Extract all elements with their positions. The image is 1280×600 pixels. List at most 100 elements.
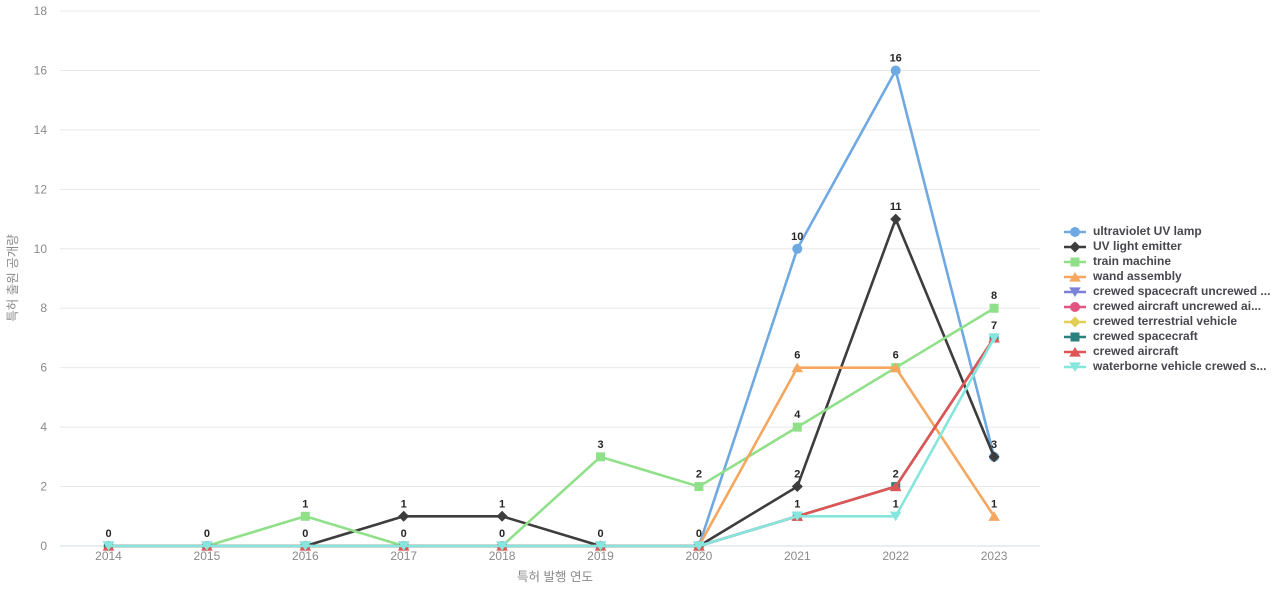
series-waterborne-vehicle: [102, 333, 1000, 551]
marker-ultraviolet-uv-lamp: [792, 243, 803, 254]
legend-marker-glyph: [1069, 241, 1081, 252]
point-label: 2: [893, 469, 899, 481]
point-label: 6: [794, 350, 800, 362]
marker-waterborne-vehicle: [693, 541, 705, 551]
legend-item-waterborne-vehicle[interactable]: waterborne vehicle crewed s...: [1064, 359, 1270, 374]
series-line-uv-light-emitter: [303, 217, 996, 548]
x-tick-label: 2022: [882, 549, 909, 563]
marker-train-machine: [694, 482, 704, 492]
marker-uv-light-emitter: [890, 213, 902, 225]
legend-label: wand assembly: [1093, 269, 1182, 283]
y-tick-label: 18: [34, 4, 48, 18]
legend-item-train-machine[interactable]: train machine: [1064, 254, 1270, 269]
point-label: 1: [991, 498, 997, 510]
point-label: 10: [791, 231, 803, 243]
legend-marker-glyph: [1069, 361, 1081, 372]
marker-uv-light-emitter: [496, 510, 508, 522]
legend-label: crewed aircraft: [1093, 344, 1179, 358]
point-label: 2: [794, 469, 800, 481]
point-label: 0: [105, 528, 111, 540]
marker-uv-light-emitter: [791, 481, 803, 493]
legend-item-crewed-terrestrial-vehicle[interactable]: crewed terrestrial vehicle: [1064, 314, 1270, 329]
legend-label: crewed aircraft uncrewed ai...: [1093, 299, 1262, 313]
legend-item-ultraviolet-uv-lamp[interactable]: ultraviolet UV lamp: [1064, 224, 1270, 239]
point-label: 0: [499, 528, 505, 540]
marker-waterborne-vehicle: [988, 333, 1000, 343]
point-label: 6: [893, 350, 899, 362]
marker-uv-light-emitter: [988, 451, 1000, 463]
marker-waterborne-vehicle: [397, 541, 410, 551]
x-tick-label: 2015: [194, 549, 221, 563]
legend-marker-circle-icon: [1064, 226, 1086, 237]
point-label: 4: [794, 409, 801, 421]
marker-waterborne-vehicle: [889, 511, 902, 522]
marker-waterborne-vehicle: [102, 541, 115, 551]
legend-marker-triangle-down-icon: [1064, 361, 1086, 372]
legend-item-crewed-aircraft[interactable]: crewed aircraft: [1064, 344, 1270, 359]
marker-wand-assembly: [988, 511, 1000, 521]
legend-marker-glyph: [1069, 316, 1081, 327]
legend-marker-glyph: [1070, 301, 1080, 312]
legend-item-wand-assembly[interactable]: wand assembly: [1064, 269, 1270, 284]
marker-uv-light-emitter: [398, 510, 410, 522]
y-tick-label: 12: [34, 182, 48, 196]
legend-marker-glyph: [1070, 257, 1080, 266]
legend-item-crewed-spacecraft-uncrewed[interactable]: crewed spacecraft uncrewed ...: [1064, 284, 1270, 299]
marker-wand-assembly: [889, 362, 902, 373]
point-label: 1: [794, 498, 800, 510]
point-label: 3: [597, 439, 603, 451]
legend-label: crewed spacecraft: [1093, 329, 1198, 343]
legend-marker-glyph: [1069, 271, 1081, 282]
legend-item-uv-light-emitter[interactable]: UV light emitter: [1064, 239, 1270, 254]
x-tick-label: 2019: [587, 549, 614, 563]
point-label: 1: [401, 498, 407, 510]
legend-marker-glyph: [1070, 226, 1080, 237]
legend-label: ultraviolet UV lamp: [1093, 224, 1202, 238]
marker-crewed-aircraft: [889, 481, 902, 492]
series-crewed-spacecraft: [104, 333, 999, 551]
point-label: 7: [991, 320, 997, 332]
legend: ultraviolet UV lamp UV light emitter train…: [1064, 224, 1270, 374]
legend-item-crewed-spacecraft[interactable]: crewed spacecraft: [1064, 329, 1270, 344]
legend-marker-glyph: [1070, 332, 1080, 341]
series-crewed-aircraft: [102, 332, 1000, 551]
point-label: 11: [890, 201, 902, 213]
legend-marker-glyph: [1069, 286, 1081, 297]
legend-marker-triangle-down-icon: [1064, 286, 1086, 297]
legend-label: crewed spacecraft uncrewed ...: [1093, 284, 1271, 298]
point-label: 16: [890, 52, 902, 64]
marker-waterborne-vehicle: [791, 511, 804, 522]
point-label: 1: [893, 498, 899, 510]
marker-waterborne-vehicle: [496, 541, 508, 551]
marker-train-machine: [989, 303, 999, 313]
marker-train-machine: [300, 511, 310, 521]
legend-marker-diamond-icon: [1064, 316, 1086, 327]
legend-item-crewed-aircraft-uncrewed[interactable]: crewed aircraft uncrewed ai...: [1064, 299, 1270, 314]
marker-waterborne-vehicle: [594, 541, 607, 551]
y-tick-label: 16: [34, 63, 48, 77]
legend-marker-triangle-up-icon: [1064, 346, 1086, 357]
legend-marker-diamond-icon: [1064, 241, 1086, 252]
y-tick-label: 6: [40, 361, 47, 375]
y-tick-label: 10: [34, 242, 48, 256]
marker-train-machine: [596, 452, 605, 462]
marker-waterborne-vehicle: [299, 541, 312, 551]
x-tick-label: 2020: [686, 549, 713, 563]
series-line-crewed-aircraft: [107, 336, 996, 548]
legend-marker-square-icon: [1064, 332, 1086, 341]
series-line-waterborne-vehicle: [107, 336, 996, 548]
point-label: 0: [597, 528, 603, 540]
x-tick-label: 2021: [784, 549, 811, 563]
legend-label: UV light emitter: [1093, 239, 1182, 253]
legend-label: waterborne vehicle crewed s...: [1093, 359, 1267, 373]
marker-waterborne-vehicle: [201, 541, 213, 551]
legend-marker-triangle-up-icon: [1064, 271, 1086, 282]
point-label: 0: [696, 528, 702, 540]
x-axis-title: 특허 발행 연도: [517, 569, 593, 584]
x-tick-label: 2023: [981, 549, 1008, 563]
point-label: 0: [204, 528, 210, 540]
y-tick-label: 2: [40, 480, 47, 494]
